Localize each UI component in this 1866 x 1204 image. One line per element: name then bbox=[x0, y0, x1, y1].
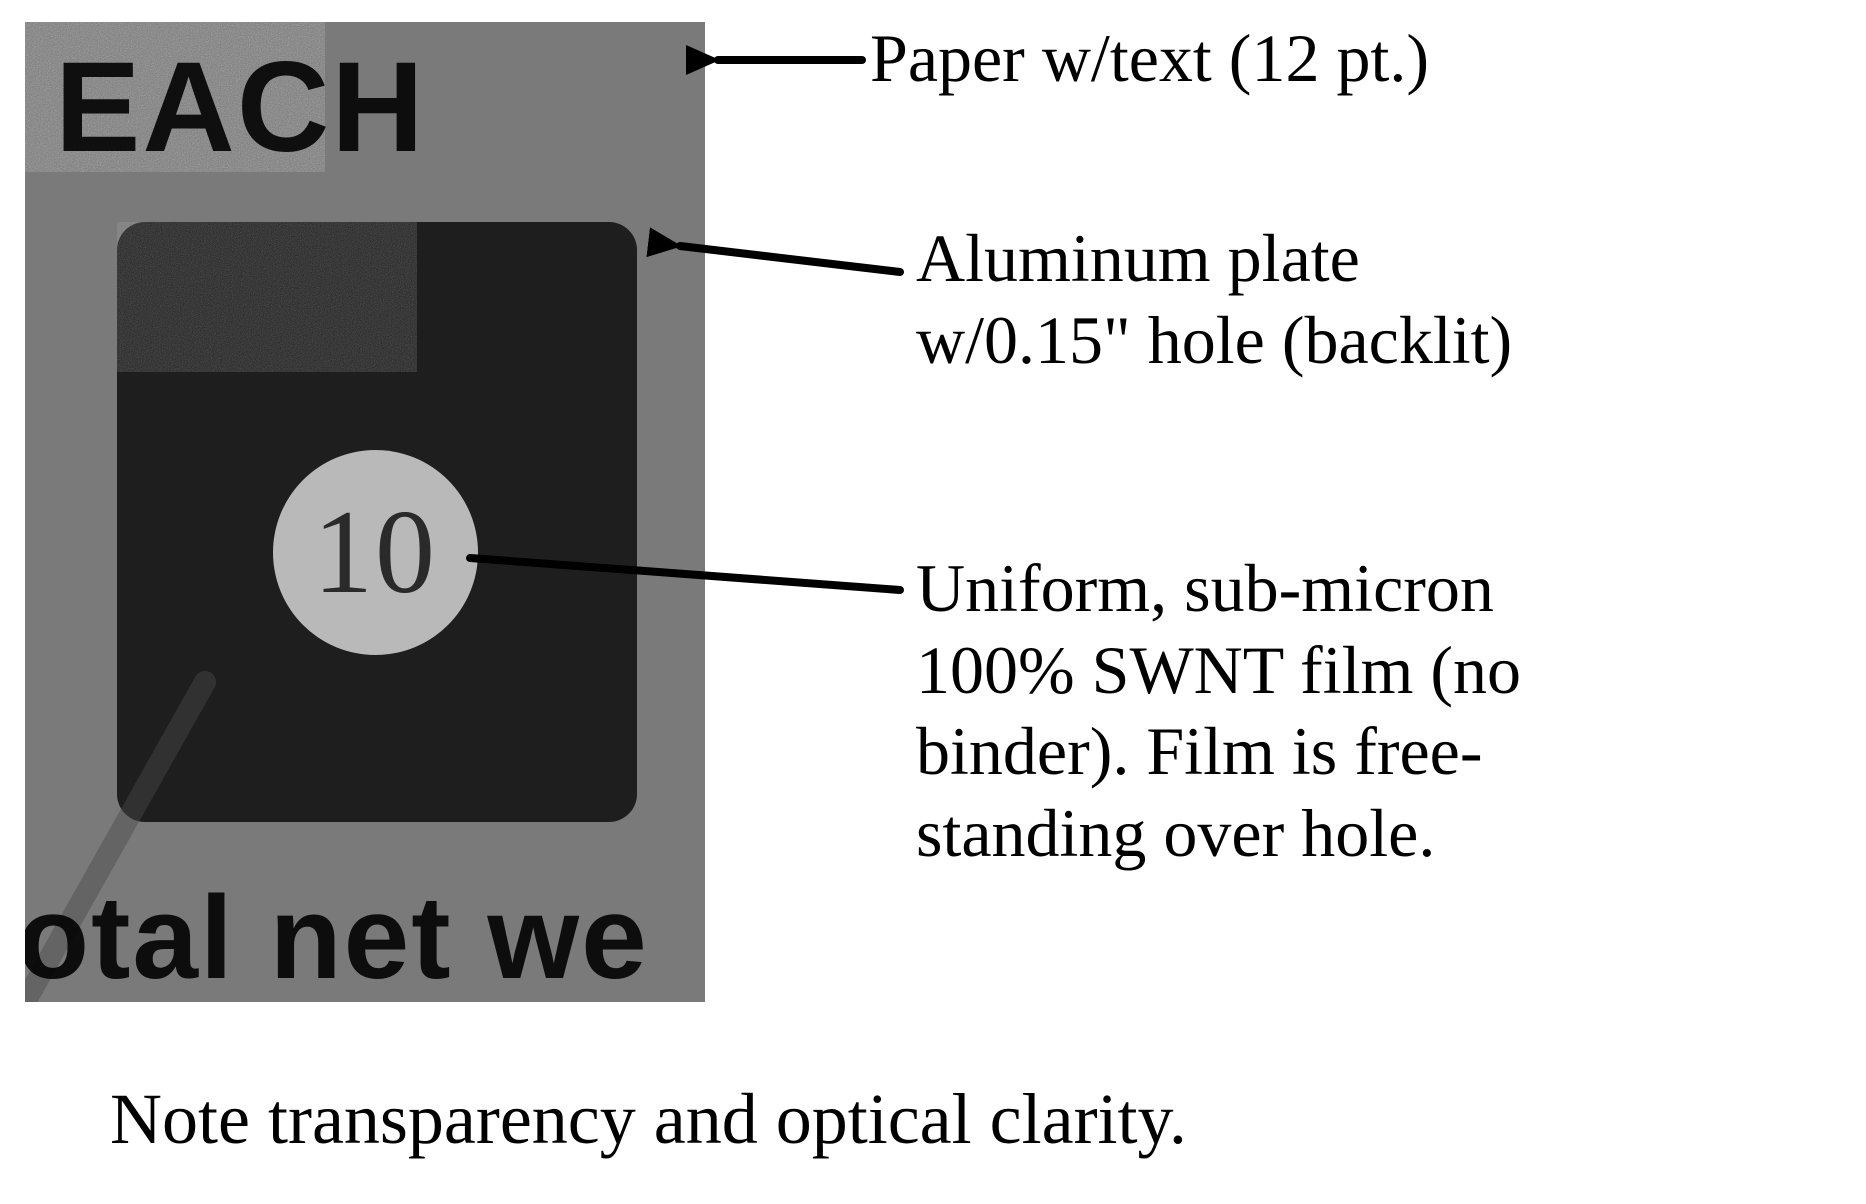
figure-caption: Note transparency and optical clarity. bbox=[110, 1078, 1187, 1161]
callout-paper-text: Paper w/text (12 pt.) bbox=[870, 18, 1429, 100]
callout-film-text: Uniform, sub-micron100% SWNT film (nobin… bbox=[916, 548, 1521, 874]
sample-photo: EACH 10 otal net we bbox=[25, 22, 705, 1002]
diagonal-streak bbox=[25, 22, 705, 1002]
paper-text-bottom: otal net we bbox=[25, 870, 649, 1002]
arrow-plate bbox=[680, 246, 900, 272]
callout-plate-text: Aluminum platew/0.15" hole (backlit) bbox=[916, 218, 1512, 381]
figure-canvas: EACH 10 otal net we Paper w/text (12 pt.… bbox=[0, 0, 1866, 1204]
